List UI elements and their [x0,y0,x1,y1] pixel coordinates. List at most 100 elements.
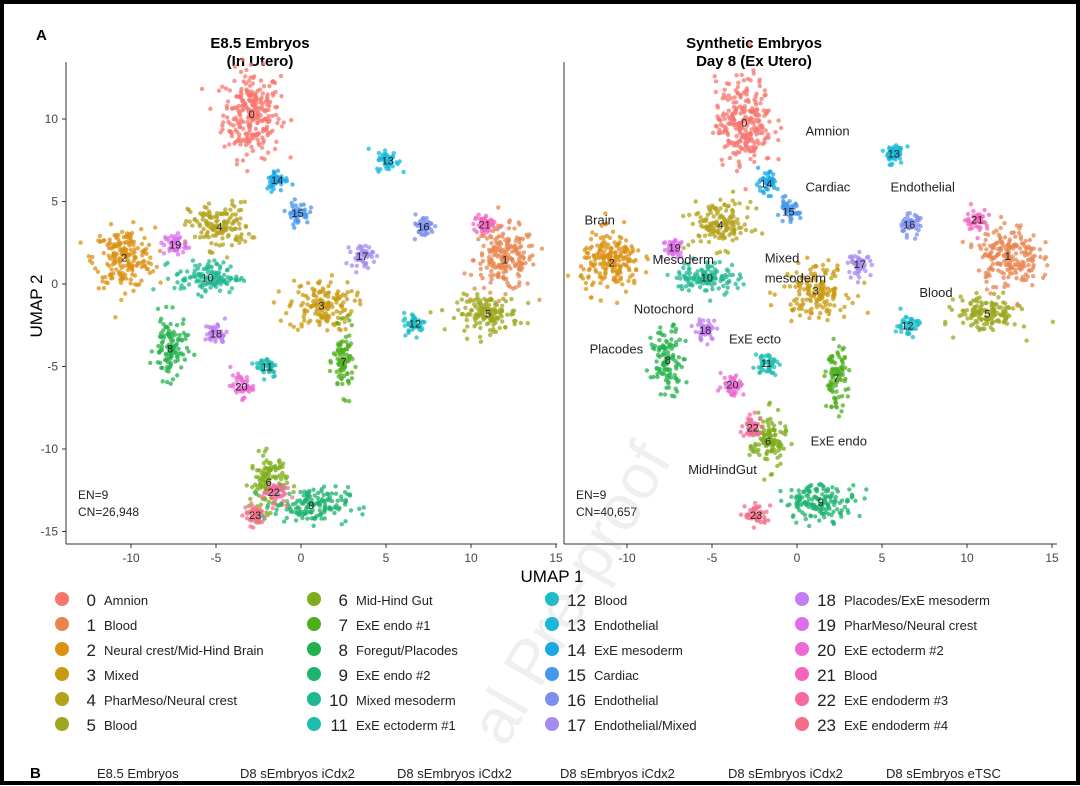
cluster-point [880,148,885,153]
cluster-point [777,362,782,367]
cluster-point [498,224,503,230]
cluster-point [814,486,819,492]
cluster-point [265,505,270,510]
cluster-point [914,232,920,237]
cluster-point [333,352,338,357]
cluster-point [220,339,226,344]
cluster-point [146,260,151,265]
cluster-point [244,483,249,488]
cluster-point [760,231,765,236]
cluster-point [760,177,766,182]
cluster-point [701,318,706,323]
cluster-point [181,317,186,322]
cluster-point [815,497,821,502]
cluster-point [101,285,107,291]
cluster-point [179,337,184,342]
cluster-point [774,359,780,364]
cluster-point [187,275,193,280]
cluster-point [597,271,603,276]
cluster-point [462,271,467,276]
cluster-point [717,215,722,220]
umap-panel-2: -10 -5 0 5 10 1501234567891011121314151617181… [563,42,1059,565]
cluster-point [726,279,731,285]
left-chart-title: E8.5 Embryos [210,35,309,52]
cluster-point [857,275,862,280]
cluster-point [161,328,166,333]
cluster-point [115,237,121,242]
cluster-point [664,374,669,379]
cluster-point [611,277,616,283]
cluster-point [516,274,522,279]
cluster-point [160,339,166,344]
cluster-point [1018,223,1023,228]
cluster-point [180,250,186,255]
cluster-point [225,267,230,272]
cluster-point [167,248,172,254]
cluster-point [531,262,536,267]
cluster-point [242,387,248,392]
cluster-point [665,356,670,361]
cluster-point [617,234,622,240]
cluster-point [812,286,817,291]
cluster-point [651,374,656,380]
cluster-point [821,506,826,512]
cluster-point [712,234,718,239]
cluster-point [1030,283,1035,288]
cluster-point [346,245,351,250]
cluster-point [108,241,113,246]
cluster-point [359,246,364,252]
cluster-point [104,280,109,285]
cluster-point [275,120,280,126]
cluster-point [234,157,240,163]
cluster-point [744,133,749,138]
cluster-point [737,201,742,206]
cluster-point [280,464,285,470]
cluster-point [1000,312,1006,318]
cluster-id-label: 11 [261,362,272,374]
cluster-point [698,215,703,220]
cluster-point [715,230,721,235]
cluster-id-label: 4 [717,220,723,232]
cluster-point [738,429,743,435]
cluster-point [761,368,766,373]
cluster-point [306,496,311,501]
cluster-point [109,267,114,272]
cluster-point [172,343,177,349]
cluster-point [250,81,256,86]
cluster-point [300,292,306,298]
cluster-point [323,293,328,298]
cluster-point [751,120,757,126]
cluster-point [824,506,829,512]
cluster-point [730,116,735,122]
legend-cluster-name: Amnion [104,593,148,608]
cluster-point [601,257,606,262]
cluster-point [828,354,833,360]
cluster-point [134,263,139,268]
cluster-point [389,156,394,162]
cluster-point [709,269,714,275]
cluster-point [339,365,345,370]
cluster-point [403,333,408,338]
cluster-point [1019,266,1025,271]
cluster-point [745,205,750,210]
cluster-point [834,379,840,385]
cluster-id-label: 16 [903,220,915,232]
cluster-point [821,511,826,517]
cluster-point [107,237,112,242]
cluster-point [706,239,712,245]
cluster-point [714,251,719,256]
cluster-point [605,284,610,289]
cluster-point [748,199,753,205]
cluster-point [164,304,169,310]
cluster-point [810,505,815,511]
cluster-point [832,292,837,297]
cluster-point [233,127,238,133]
cluster-point [766,170,772,175]
cluster-point [669,242,675,247]
cluster-point [101,250,106,256]
cluster-point [316,312,321,317]
cluster-point [497,239,503,245]
cluster-point [976,213,982,218]
cluster-point [727,226,732,231]
cluster-point [808,311,814,316]
